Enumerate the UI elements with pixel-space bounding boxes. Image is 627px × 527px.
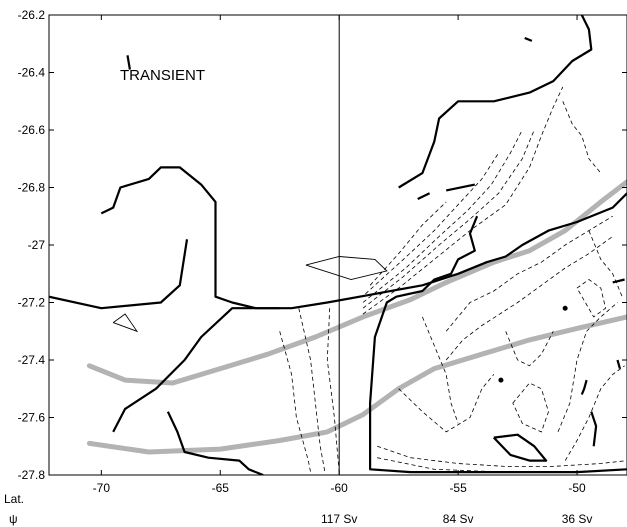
thin-contour-1 xyxy=(305,256,388,280)
dashed-contour-11 xyxy=(445,215,613,332)
dashed-contour-18 xyxy=(564,365,625,461)
marker-2 xyxy=(498,377,504,383)
plot-content xyxy=(49,15,627,475)
solid-contour-7 xyxy=(493,433,548,462)
dashed-contour-6 xyxy=(279,331,311,473)
y-tick-label: -26.2 xyxy=(18,8,46,22)
x-row-label: Lat. xyxy=(4,492,24,506)
solid-contour-11 xyxy=(126,55,131,70)
psi-row-label: ψ xyxy=(9,512,18,526)
transport-labels: 117 Sv 84 Sv 36 Sv xyxy=(321,512,592,526)
solid-contour-10 xyxy=(524,36,533,42)
solid-contour-12 xyxy=(590,411,598,447)
dashed-contour-21 xyxy=(576,279,607,318)
y-tick-label: -27.2 xyxy=(18,296,46,310)
solid-contour-9 xyxy=(445,183,476,192)
solid-contour-3 xyxy=(112,307,280,433)
solid-contour-6 xyxy=(369,215,627,474)
solid-contour-15 xyxy=(616,359,621,369)
solid-contour-14 xyxy=(580,379,588,395)
solid-contour-2 xyxy=(100,166,627,310)
marker-1 xyxy=(562,305,568,311)
dashed-contour-19 xyxy=(422,316,459,424)
y-tick-label: -26.4 xyxy=(18,66,46,80)
dashed-contour-1 xyxy=(362,86,564,315)
y-tick-label: -27 xyxy=(28,238,46,252)
dashed-contour-15 xyxy=(557,302,618,433)
dashed-contour-20 xyxy=(505,331,554,367)
x-tick-label: -50 xyxy=(568,481,586,495)
solid-contour-1 xyxy=(49,239,189,310)
dashed-contour-17 xyxy=(588,230,623,297)
dashed-contour-3 xyxy=(362,129,523,303)
y-tick-labels: -26.2 -26.4 -26.6 -26.8 -27 -27.2 -27.4 -27.6 -2… xyxy=(18,8,46,482)
x-tick-label: -55 xyxy=(449,481,467,495)
solid-contour-5 xyxy=(398,15,593,189)
dashed-contour-9 xyxy=(377,445,627,467)
dashed-contour-16 xyxy=(562,101,602,174)
x-tick-labels: -70 -65 -60 -55 -50 xyxy=(93,481,586,495)
dashed-contour-5 xyxy=(369,201,447,286)
dashed-contour-12 xyxy=(445,236,613,361)
y-tick-label: -26.6 xyxy=(18,123,46,137)
y-tick-label: -26.8 xyxy=(18,181,46,195)
x-tick-label: -65 xyxy=(212,481,230,495)
axis-ticks xyxy=(49,14,627,476)
x-tick-label: -70 xyxy=(93,481,111,495)
dashed-contour-4 xyxy=(365,152,499,295)
dashed-contour-14 xyxy=(512,382,549,433)
transport-label: 84 Sv xyxy=(443,512,474,526)
y-tick-label: -27.6 xyxy=(18,411,46,425)
thin-contour-2 xyxy=(112,313,139,333)
dashed-contour-13 xyxy=(398,374,495,433)
y-tick-label: -27.8 xyxy=(18,468,46,482)
dashed-contour-7 xyxy=(298,308,326,473)
gray-line-2 xyxy=(86,314,627,455)
dashed-contour-8 xyxy=(326,308,340,473)
x-tick-label: -60 xyxy=(331,481,349,495)
chart-annotation: TRANSIENT xyxy=(120,67,205,84)
gray-line-1 xyxy=(86,179,627,386)
dashed-contour-2 xyxy=(362,129,535,309)
solid-contour-8 xyxy=(417,192,431,200)
transport-label: 36 Sv xyxy=(562,512,593,526)
dashed-contour-10 xyxy=(377,457,627,473)
solid-contour-13 xyxy=(612,278,625,284)
solid-contour-4 xyxy=(166,411,264,475)
transport-label: 117 Sv xyxy=(321,512,357,526)
y-tick-label: -27.4 xyxy=(18,353,46,367)
